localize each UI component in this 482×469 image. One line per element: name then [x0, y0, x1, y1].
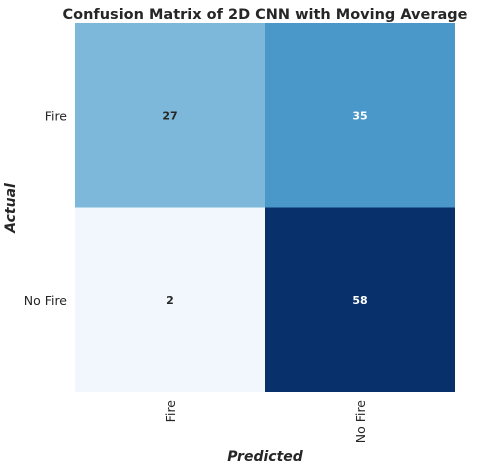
heatmap-cell-no-fire-fire [75, 207, 265, 392]
heatmap-cell-fire-no-fire [265, 23, 455, 208]
y-tick-labels: Fire No Fire [24, 108, 68, 308]
chart-title: Confusion Matrix of 2D CNN with Moving A… [63, 7, 468, 23]
x-tick-label-fire: Fire [163, 400, 178, 423]
heatmap-cell-no-fire-no-fire [265, 207, 455, 392]
cell-value-no-fire-no-fire: 58 [352, 294, 367, 307]
y-tick-label-no-fire: No Fire [24, 293, 68, 308]
y-axis-label: Actual [3, 183, 19, 234]
x-tick-label-no-fire: No Fire [353, 400, 368, 444]
cell-value-fire-fire: 27 [162, 109, 177, 122]
x-axis-label: Predicted [227, 449, 304, 465]
y-tick-label-fire: Fire [45, 108, 68, 123]
cell-annotations: 27 35 2 58 [162, 109, 367, 307]
x-tick-labels: Fire No Fire [163, 400, 368, 444]
cell-value-no-fire-fire: 2 [166, 294, 174, 307]
heatmap-cell-fire-fire [75, 23, 265, 208]
cell-value-fire-no-fire: 35 [352, 109, 367, 122]
heatmap-cells [75, 23, 455, 392]
